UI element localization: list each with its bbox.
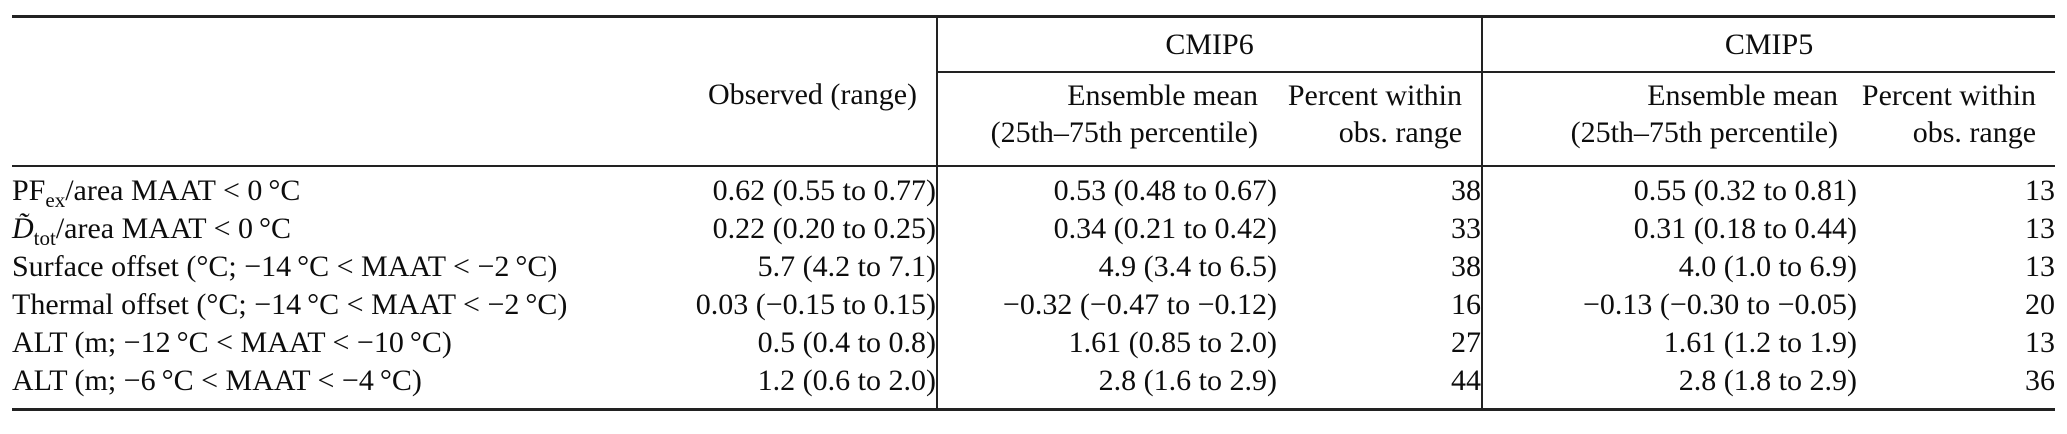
column-header-cmip6-percent: Percent within obs. range [1277,72,1483,167]
cell-cmip5-percent: 13 [2025,174,2056,207]
row-label: Thermal offset (°C; −14 °C < MAAT < −2 °… [12,286,597,324]
row-label-subscript: ex [45,188,66,212]
cell-cmip5-percent: 20 [2025,288,2056,321]
column-header-cmip5-percent: Percent within obs. range [1857,72,2056,167]
column-header-line: obs. range [1912,116,2037,149]
row-label: ALT (m; −6 °C < MAAT < −4 °C) [12,362,597,410]
cell-observed: 0.22 (0.20 to 0.25) [712,212,936,245]
table-row: Surface offset (°C; −14 °C < MAAT < −2 °… [12,248,2055,286]
column-header-observed: Observed (range) [597,72,937,167]
column-header-row: Observed (range) Ensemble mean (25th–75t… [12,72,2056,167]
table-row: Thermal offset (°C; −14 °C < MAAT < −2 °… [12,286,2055,324]
cell-observed: 5.7 (4.2 to 7.1) [757,250,936,283]
group-header-cmip5: CMIP5 [1481,16,2056,73]
row-label-main: ALT (m; −6 °C < MAAT < −4 °C) [12,364,422,397]
row-label-subscript: tot [33,226,56,250]
cell-cmip5-percent: 13 [2025,250,2056,283]
cell-cmip6-mean: 1.61 (0.85 to 2.0) [936,324,1277,362]
group-header-cmip6: CMIP6 [935,16,1483,73]
table-row: ALT (m; −6 °C < MAAT < −4 °C) 1.2 (0.6 t… [12,362,2055,410]
column-header-line: Percent within [1287,79,1463,112]
cell-cmip6-percent: 27 [1451,326,1482,359]
cell-observed: 1.2 (0.6 to 2.0) [757,364,936,397]
row-label-rest: /area MAAT < 0 °C [65,174,301,207]
cell-cmip5-percent: 36 [2025,364,2056,397]
column-header-line: (25th–75th percentile) [1570,116,1839,149]
column-header-cmip6-mean: Ensemble mean (25th–75th percentile) [936,72,1277,167]
cell-cmip5-mean: −0.13 (−0.30 to −0.05) [1481,286,1858,324]
cell-cmip5-mean: 0.31 (0.18 to 0.44) [1481,210,1858,248]
row-label-rest: /area MAAT < 0 °C [55,212,292,245]
row-label-main: ALT (m; −12 °C < MAAT < −10 °C) [12,326,452,359]
table-row: PFex/area MAAT < 0 °C 0.62 (0.55 to 0.77… [12,166,2056,212]
cell-cmip6-mean: 0.53 (0.48 to 0.67) [936,166,1277,210]
column-header-cmip5-mean: Ensemble mean (25th–75th percentile) [1481,72,1858,167]
group-header-row: CMIP6 CMIP5 [12,16,2056,73]
column-header-line: obs. range [1338,116,1463,149]
row-label-main: PF [12,174,46,207]
row-label-main: Thermal offset (°C; −14 °C < MAAT < −2 °… [12,288,568,321]
row-label: ALT (m; −12 °C < MAAT < −10 °C) [12,324,597,362]
cell-cmip5-percent: 13 [2025,212,2056,245]
cell-cmip6-mean: 0.34 (0.21 to 0.42) [936,210,1277,248]
column-header-blank [12,72,597,167]
row-label-main: Surface offset (°C; −14 °C < MAAT < −2 °… [12,250,558,283]
cell-cmip6-percent: 38 [1451,250,1482,283]
table-row: D̃tot/area MAAT < 0 °C 0.22 (0.20 to 0.2… [12,210,2056,250]
column-header-line: Ensemble mean [1067,79,1258,112]
cell-cmip6-percent: 33 [1451,212,1482,245]
cell-cmip5-mean: 4.0 (1.0 to 6.9) [1481,248,1858,286]
cell-cmip6-mean: −0.32 (−0.47 to −0.12) [936,286,1277,324]
cell-cmip6-mean: 4.9 (3.4 to 6.5) [936,248,1277,286]
cell-cmip5-percent: 13 [2025,326,2056,359]
cell-observed: 0.62 (0.55 to 0.77) [712,174,936,207]
column-header-line: Percent within [1861,79,2037,112]
cell-cmip5-mean: 0.55 (0.32 to 0.81) [1481,166,1858,210]
table-row: ALT (m; −12 °C < MAAT < −10 °C) 0.5 (0.4… [12,324,2055,362]
row-label: PFex/area MAAT < 0 °C [12,166,597,212]
row-label: D̃tot/area MAAT < 0 °C [12,210,597,250]
cell-cmip6-mean: 2.8 (1.6 to 2.9) [936,362,1277,410]
row-label: Surface offset (°C; −14 °C < MAAT < −2 °… [12,248,597,286]
cell-cmip5-mean: 2.8 (1.8 to 2.9) [1481,362,1858,410]
cell-cmip5-mean: 1.61 (1.2 to 1.9) [1481,324,1858,362]
cell-cmip6-percent: 44 [1451,364,1482,397]
results-table: CMIP6 CMIP5 Observed (range) Ensemble me… [12,15,2056,411]
row-label-main: D̃ [12,212,34,245]
cell-cmip6-percent: 16 [1451,288,1482,321]
column-header-line: Ensemble mean [1647,79,1839,112]
cell-observed: 0.5 (0.4 to 0.8) [757,326,936,359]
column-header-line: (25th–75th percentile) [990,116,1258,149]
cell-cmip6-percent: 38 [1451,174,1482,207]
group-header-spacer [12,17,937,73]
cell-observed: 0.03 (−0.15 to 0.15) [695,288,936,321]
